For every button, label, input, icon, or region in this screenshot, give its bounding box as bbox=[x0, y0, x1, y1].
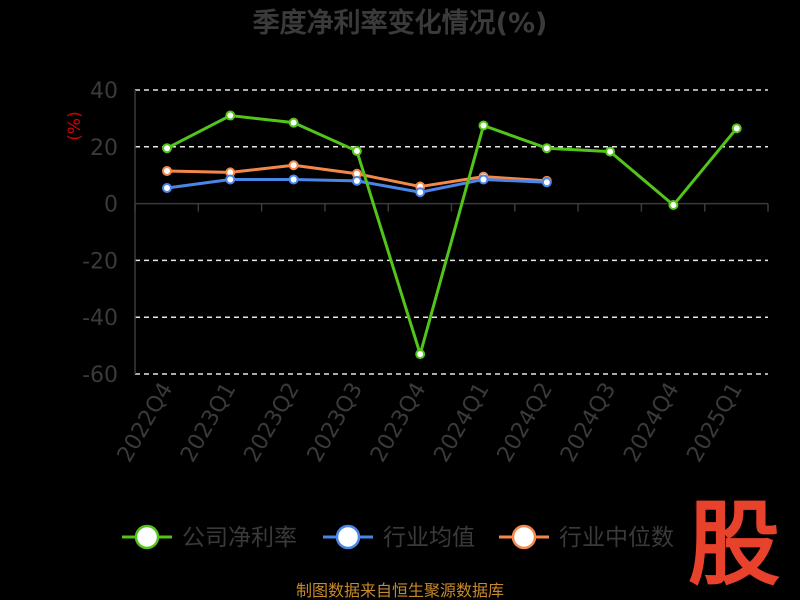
data-point bbox=[351, 146, 362, 157]
x-tick-2024Q2: 2024Q2 bbox=[493, 379, 558, 467]
x-tick-2023Q4: 2023Q4 bbox=[366, 379, 431, 467]
legend-label: 行业中位数 bbox=[559, 525, 674, 551]
y-tick-40: 40 bbox=[90, 79, 118, 104]
data-point bbox=[351, 175, 362, 186]
data-point bbox=[478, 120, 489, 131]
legend-marker bbox=[134, 524, 160, 550]
data-point bbox=[162, 165, 172, 176]
series-group bbox=[162, 110, 742, 360]
x-tick-2022Q4: 2022Q4 bbox=[113, 379, 178, 467]
series-1 bbox=[162, 110, 742, 360]
y-tick--20: -20 bbox=[82, 249, 118, 274]
data-point bbox=[415, 349, 426, 360]
data-point bbox=[541, 177, 552, 188]
watermark-logo: 股 bbox=[688, 491, 780, 598]
axes bbox=[134, 90, 769, 374]
data-point bbox=[225, 110, 236, 121]
data-point bbox=[162, 182, 172, 193]
x-tick-2025Q1: 2025Q1 bbox=[683, 379, 748, 467]
legend-item-1: 公司净利率 bbox=[122, 524, 297, 551]
y-tick--40: -40 bbox=[82, 306, 118, 331]
x-tick-2023Q3: 2023Q3 bbox=[303, 379, 368, 467]
data-point bbox=[668, 200, 679, 211]
y-tick-labels: 40 20 0 -20 -40 -60 bbox=[82, 79, 118, 388]
x-tick-2024Q1: 2024Q1 bbox=[429, 379, 494, 467]
legend-marker bbox=[335, 524, 361, 550]
legend-item-3: 行业中位数 bbox=[499, 524, 674, 551]
series-2 bbox=[162, 174, 552, 198]
data-point bbox=[225, 174, 236, 185]
data-point bbox=[162, 143, 172, 154]
x-tick-2023Q2: 2023Q2 bbox=[239, 379, 304, 467]
data-point bbox=[478, 174, 489, 185]
chart-title: 季度净利率变化情况(%) bbox=[253, 7, 548, 39]
legend-item-2: 行业均值 bbox=[323, 524, 475, 551]
legend-label: 行业均值 bbox=[383, 525, 475, 551]
data-point bbox=[731, 123, 742, 134]
legend-marker bbox=[511, 524, 537, 550]
y-axis-label: (%) bbox=[65, 111, 85, 140]
y-tick-20: 20 bbox=[90, 136, 118, 161]
y-tick--60: -60 bbox=[82, 363, 118, 388]
data-point bbox=[415, 187, 426, 198]
data-point bbox=[288, 117, 299, 128]
data-point bbox=[605, 146, 616, 157]
legend: 公司净利率 行业均值 行业中位数 bbox=[122, 524, 674, 551]
data-point bbox=[541, 143, 552, 154]
grid-lines bbox=[135, 89, 768, 375]
x-tick-2023Q1: 2023Q1 bbox=[176, 379, 241, 467]
x-tick-labels: 2022Q42023Q12023Q22023Q32023Q42024Q12024… bbox=[113, 379, 748, 467]
x-tick-2024Q3: 2024Q3 bbox=[556, 379, 621, 467]
data-point bbox=[288, 160, 299, 171]
source-note: 制图数据来自恒生聚源数据库 bbox=[296, 581, 504, 600]
legend-label: 公司净利率 bbox=[182, 525, 297, 551]
series-line bbox=[166, 114, 738, 356]
x-tick-2024Q4: 2024Q4 bbox=[619, 379, 684, 467]
y-tick-0: 0 bbox=[104, 193, 118, 218]
data-point bbox=[288, 174, 299, 185]
